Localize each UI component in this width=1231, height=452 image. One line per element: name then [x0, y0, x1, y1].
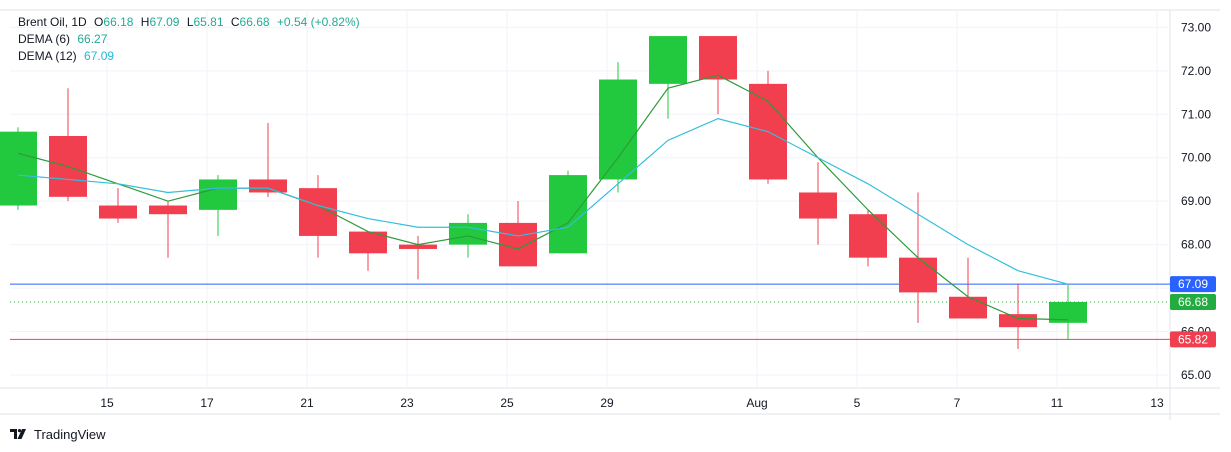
change-value: +0.54 (+0.82%) — [276, 15, 360, 29]
y-tick-label: 68.00 — [1181, 238, 1211, 252]
y-tick-label: 71.00 — [1181, 107, 1211, 121]
price-label-text: 67.09 — [1178, 277, 1208, 291]
candle-body — [999, 314, 1037, 328]
x-tick-label: 5 — [854, 396, 861, 410]
candle-body — [949, 296, 987, 319]
candle-body — [0, 131, 37, 206]
candle-body — [349, 231, 387, 254]
high-value: 67.09 — [149, 15, 180, 29]
x-tick-label: 13 — [1150, 396, 1164, 410]
candle-body — [399, 244, 437, 249]
price-label-text: 66.68 — [1178, 295, 1208, 309]
open-value: 66.18 — [103, 15, 134, 29]
dema12-label: DEMA (12) — [18, 49, 77, 63]
candle-body — [849, 214, 887, 258]
dema-line-12 — [17, 117, 1069, 285]
x-tick-label: 25 — [500, 396, 514, 410]
y-tick-label: 73.00 — [1181, 20, 1211, 34]
candle-body — [1049, 301, 1087, 323]
y-tick-label: 70.00 — [1181, 151, 1211, 165]
dema6-value: 66.27 — [77, 32, 108, 46]
price-label-text: 65.82 — [1178, 332, 1208, 346]
candle-body — [149, 205, 187, 215]
x-tick-label: 17 — [200, 396, 214, 410]
candle-body — [99, 205, 137, 219]
candle-body — [599, 79, 637, 180]
dema-line-6 — [17, 74, 1069, 321]
symbol-name[interactable]: Brent Oil — [18, 15, 65, 29]
candle-body — [249, 179, 287, 193]
indicator-dema6[interactable]: DEMA (6) 66.27 — [18, 31, 360, 48]
tradingview-logo[interactable]: TradingView — [10, 427, 106, 442]
close-label: C — [230, 15, 240, 29]
dema12-value: 67.09 — [84, 49, 115, 63]
interval-label[interactable]: 1D — [71, 15, 87, 29]
close-value: 66.68 — [239, 15, 270, 29]
candle-body — [199, 179, 237, 210]
candle-body — [549, 175, 587, 254]
y-tick-label: 65.00 — [1181, 368, 1211, 382]
chart-legend: Brent Oil, 1D O66.18 H67.09 L65.81 C66.6… — [18, 14, 360, 65]
candle-body — [649, 36, 687, 84]
ohlc-row: Brent Oil, 1D O66.18 H67.09 L65.81 C66.6… — [18, 15, 360, 29]
price-label-bg — [1170, 331, 1216, 348]
price-label-bg — [1170, 293, 1216, 310]
x-tick-label: 7 — [954, 396, 961, 410]
candle-body — [699, 36, 737, 80]
x-tick-label: 23 — [400, 396, 414, 410]
price-label-bg — [1170, 276, 1216, 293]
candle-body — [449, 222, 487, 245]
candle-body — [899, 257, 937, 293]
x-tick-label: 15 — [100, 396, 114, 410]
y-tick-label: 72.00 — [1181, 64, 1211, 78]
candle-body — [799, 192, 837, 219]
x-tick-label: 11 — [1051, 396, 1064, 410]
candle-body — [499, 222, 537, 267]
tradingview-icon — [10, 428, 26, 439]
indicator-dema12[interactable]: DEMA (12) 67.09 — [18, 48, 360, 65]
low-value: 65.81 — [193, 15, 224, 29]
high-label: H — [140, 15, 150, 29]
low-label: L — [186, 15, 194, 29]
brand-name: TradingView — [34, 427, 106, 442]
open-label: O — [94, 15, 104, 29]
x-tick-label: 21 — [300, 396, 314, 410]
x-tick-label: 29 — [600, 396, 614, 410]
dema6-label: DEMA (6) — [18, 32, 71, 46]
x-tick-label: Aug — [746, 396, 767, 410]
y-tick-label: 69.00 — [1181, 194, 1211, 208]
